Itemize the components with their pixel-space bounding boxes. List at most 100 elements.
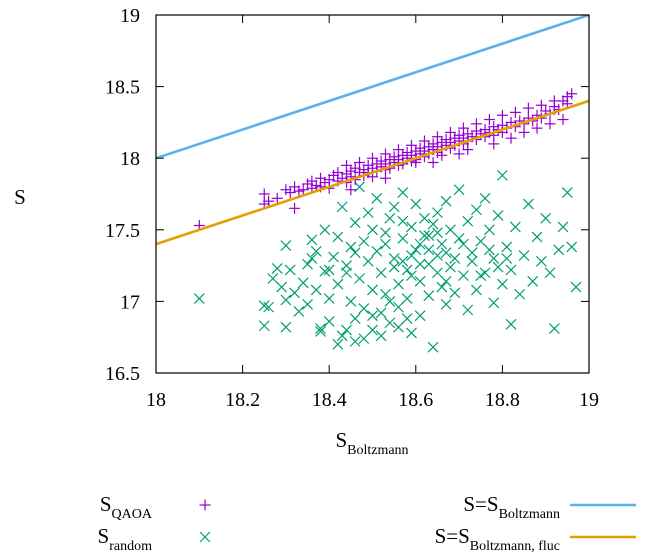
point-random — [362, 207, 374, 219]
point-random — [483, 244, 495, 256]
point-random — [432, 267, 443, 279]
point-random — [557, 221, 569, 233]
point-qaoa — [354, 156, 366, 168]
point-random — [440, 275, 452, 287]
point-random — [384, 212, 396, 224]
point-random — [397, 215, 409, 227]
point-random — [423, 244, 435, 256]
point-qaoa — [284, 187, 296, 199]
point-random — [341, 267, 352, 279]
point-random — [453, 184, 465, 196]
point-qaoa — [293, 185, 305, 197]
point-random — [414, 310, 426, 322]
point-random — [388, 201, 400, 213]
point-random — [483, 224, 495, 236]
point-random — [328, 251, 339, 263]
point-random — [336, 201, 348, 213]
point-random — [319, 265, 331, 277]
point-qaoa — [310, 179, 322, 191]
legend-label-random-main: S — [98, 524, 110, 548]
legend-swatch-qaoa — [199, 499, 211, 511]
x-tick-label: 18.4 — [312, 389, 347, 411]
point-random — [466, 255, 478, 267]
legend-label-boltzmann: S=SBoltzmann — [463, 492, 560, 522]
point-random — [419, 212, 430, 224]
point-qaoa — [271, 192, 283, 204]
point-random — [414, 258, 426, 270]
point-qaoa — [388, 151, 400, 163]
x-axis-label-sub: Boltzmann — [347, 443, 408, 458]
point-random — [406, 221, 417, 233]
y-tick-label: 17 — [120, 291, 140, 313]
point-random — [423, 230, 435, 241]
point-qaoa — [522, 102, 534, 114]
point-random — [349, 336, 361, 347]
point-random — [280, 321, 292, 333]
point-random — [544, 267, 556, 279]
point-random — [345, 241, 357, 253]
point-random — [332, 338, 344, 350]
point-random — [410, 244, 422, 256]
point-random — [380, 238, 391, 250]
point-random — [570, 281, 582, 293]
x-tick-label: 18.8 — [485, 389, 520, 411]
point-random — [432, 250, 443, 262]
point-random — [470, 284, 482, 296]
point-qaoa — [436, 149, 448, 161]
point-qaoa — [332, 167, 344, 179]
point-random — [345, 295, 357, 307]
point-random — [414, 275, 426, 287]
point-random — [349, 217, 361, 229]
point-random — [319, 224, 331, 236]
point-qaoa — [453, 129, 465, 141]
point-random — [505, 318, 517, 330]
y-tick-label: 19 — [120, 5, 140, 27]
legend-label-qaoa-sub: QAOA — [112, 507, 153, 522]
point-random — [375, 330, 387, 342]
point-qaoa — [488, 138, 500, 150]
point-random — [297, 277, 309, 289]
point-qaoa — [427, 138, 439, 150]
point-random — [380, 227, 391, 239]
point-random — [401, 264, 413, 276]
point-random — [423, 258, 435, 270]
legend-label-random-sub: random — [109, 539, 152, 552]
point-random — [358, 333, 370, 345]
point-qaoa — [457, 122, 469, 134]
point-qaoa — [535, 99, 547, 111]
point-random — [332, 231, 344, 243]
legend-label-fluc: S=SBoltzmann, fluc — [435, 524, 560, 552]
point-random — [380, 288, 391, 300]
point-random — [410, 198, 422, 210]
x-axis-label-main: S — [335, 428, 347, 452]
point-qaoa — [289, 202, 301, 214]
point-random — [440, 195, 452, 207]
legend-label-qaoa-main: S — [100, 492, 112, 516]
legend-label-boltzmann-sub: Boltzmann — [499, 507, 560, 522]
legend-label-random: Srandom — [98, 524, 153, 552]
point-qaoa — [379, 172, 391, 184]
x-tick-label: 18 — [146, 389, 166, 411]
plot-frame — [155, 14, 590, 374]
x-tick-label: 18.2 — [225, 389, 260, 411]
point-qaoa — [444, 126, 456, 138]
point-random — [401, 313, 413, 325]
point-random — [397, 255, 409, 267]
point-random — [496, 278, 508, 290]
point-random — [470, 204, 482, 216]
point-qaoa — [401, 146, 413, 158]
y-tick-label: 18.5 — [105, 77, 140, 99]
point-random — [401, 293, 413, 304]
y-tick-label: 18 — [120, 148, 140, 170]
point-random — [362, 255, 374, 267]
point-random — [358, 303, 370, 314]
point-random — [336, 330, 348, 342]
point-qaoa — [349, 162, 361, 174]
point-random — [518, 250, 530, 262]
point-random — [458, 270, 469, 282]
point-random — [323, 293, 335, 304]
point-qaoa — [306, 175, 318, 187]
point-random — [522, 198, 534, 210]
point-qaoa — [483, 114, 495, 126]
point-random — [276, 281, 287, 293]
